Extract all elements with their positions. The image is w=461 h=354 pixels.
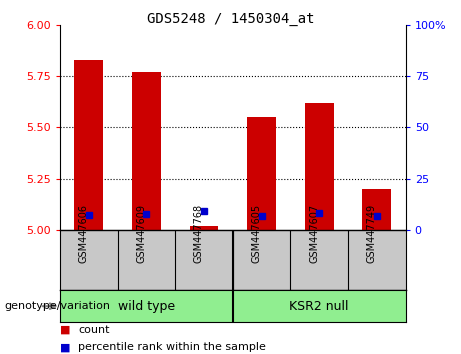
Text: count: count	[78, 325, 110, 335]
Bar	[60, 290, 233, 322]
Text: ■: ■	[60, 325, 71, 335]
Text: GDS5248 / 1450304_at: GDS5248 / 1450304_at	[147, 12, 314, 27]
Bar	[305, 103, 334, 230]
Bar	[74, 60, 103, 230]
Text: GSM447605: GSM447605	[252, 204, 262, 263]
Text: GSM447768: GSM447768	[194, 204, 204, 263]
Text: ■: ■	[60, 342, 71, 352]
Text: GSM447607: GSM447607	[309, 204, 319, 263]
Text: GSM447606: GSM447606	[79, 204, 89, 263]
Bar	[362, 189, 391, 230]
Text: genotype/variation: genotype/variation	[5, 301, 111, 311]
Bar	[189, 226, 219, 230]
Text: KSR2 null: KSR2 null	[290, 300, 349, 313]
Bar	[233, 290, 406, 322]
Text: percentile rank within the sample: percentile rank within the sample	[78, 342, 266, 352]
Text: wild type: wild type	[118, 300, 175, 313]
Text: GSM447609: GSM447609	[136, 204, 146, 263]
Bar	[247, 117, 276, 230]
Text: GSM447749: GSM447749	[367, 204, 377, 263]
Bar	[132, 72, 161, 230]
